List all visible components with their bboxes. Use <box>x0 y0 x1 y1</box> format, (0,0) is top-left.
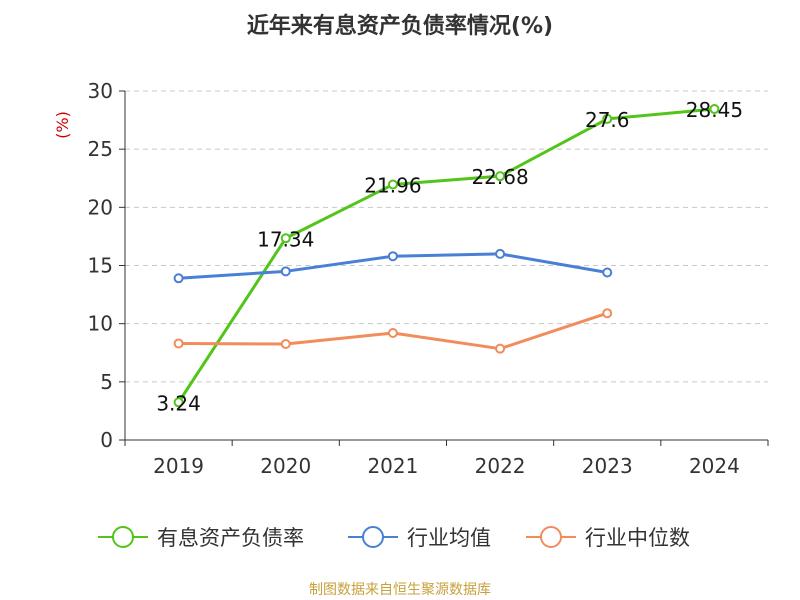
data-point <box>387 327 398 338</box>
legend-label: 有息资产负债率 <box>157 526 304 550</box>
y-tick-label: 5 <box>100 370 113 394</box>
legend-label: 行业均值 <box>407 526 491 550</box>
data-label: 28.45 <box>686 98 743 122</box>
data-point <box>709 104 720 115</box>
x-tick-label: 2024 <box>689 454 740 478</box>
y-tick-label: 30 <box>88 79 113 103</box>
data-point <box>495 171 506 182</box>
data-label: 3.24 <box>156 391 201 415</box>
x-tick-label: 2023 <box>582 454 633 478</box>
legend: 有息资产负债率 行业均值 行业中位数 <box>98 526 690 550</box>
legend-marker <box>540 526 562 548</box>
series-lines <box>173 104 720 408</box>
data-point <box>173 273 184 284</box>
y-tick-label: 0 <box>100 428 113 452</box>
data-point <box>280 233 291 244</box>
data-point <box>387 251 398 262</box>
data-label: 22.68 <box>471 165 528 189</box>
legend-item: 有息资产负债率 <box>98 526 304 550</box>
y-tick-label: 20 <box>88 195 113 219</box>
legend-marker <box>362 526 384 548</box>
data-label: 21.96 <box>364 174 421 198</box>
source-note: 制图数据来自恒生聚源数据库 <box>309 582 491 598</box>
legend-item: 行业均值 <box>348 526 491 550</box>
axes: 0 5 10 15 20 25 30 2019 2020 2021 2022 2023 2024 <box>88 79 769 478</box>
data-label: 27.6 <box>585 108 630 132</box>
x-tick-label: 2019 <box>153 454 204 478</box>
legend-label: 行业中位数 <box>585 526 690 550</box>
data-point <box>280 266 291 277</box>
series-line <box>177 107 715 404</box>
x-tick-label: 2022 <box>475 454 526 478</box>
data-point <box>495 248 506 259</box>
chart-title: 近年来有息资产负债率情况(%) <box>247 13 553 39</box>
legend-item: 行业中位数 <box>526 526 690 550</box>
y-tick-label: 10 <box>88 312 113 336</box>
data-point <box>173 397 184 408</box>
data-labels: 3.24 17.34 21.96 22.68 27.6 28.45 <box>156 98 743 415</box>
data-point <box>602 308 613 319</box>
y-tick-label: 25 <box>88 137 113 161</box>
data-point <box>602 113 613 124</box>
legend-marker <box>112 526 134 548</box>
data-label: 17.34 <box>257 227 314 251</box>
data-point <box>495 343 506 354</box>
x-tick-label: 2021 <box>367 454 418 478</box>
y-tick-label: 15 <box>88 254 113 278</box>
data-point <box>173 338 184 349</box>
x-tick-label: 2020 <box>260 454 311 478</box>
data-point <box>602 267 613 278</box>
data-point <box>387 179 398 190</box>
data-point <box>280 339 291 350</box>
grid-lines <box>125 90 768 383</box>
y-axis-label: (%) <box>53 111 72 139</box>
